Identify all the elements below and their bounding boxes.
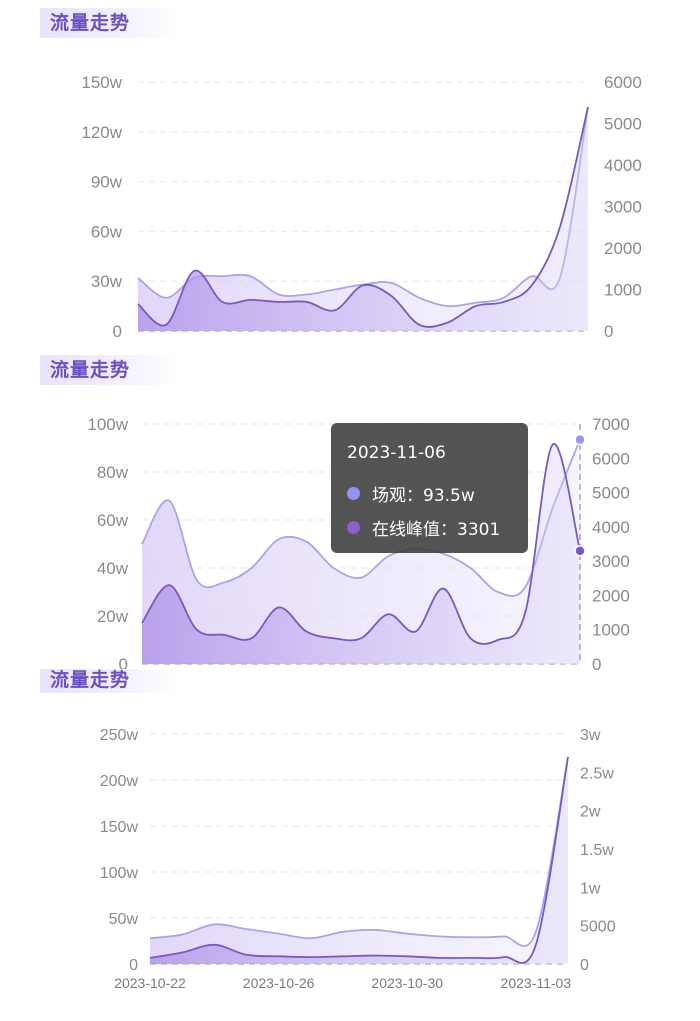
peak-area [138, 106, 588, 332]
right-tick-label: 0 [592, 655, 601, 674]
views-area [150, 757, 568, 964]
right-tick-label: 2000 [604, 239, 642, 258]
views-line [141, 439, 581, 597]
views-line [137, 106, 589, 308]
peak-line [141, 443, 581, 645]
left-tick-label: 200w [100, 773, 139, 790]
left-tick-label: 150w [81, 73, 122, 92]
right-tick-label: 2.5w [580, 765, 614, 782]
left-tick-label: 60w [91, 222, 123, 241]
right-tick-label: 0 [580, 957, 589, 974]
left-tick-label: 80w [97, 463, 129, 482]
tooltip-views-text: 场观：93.5w [372, 486, 475, 506]
right-tick-label: 7000 [592, 415, 630, 434]
chart-svg-2[interactable]: 0 20w 40w 60w 80w 100w 0 1000 2000 3000 4000 5000 60… [0, 345, 700, 675]
peak-legend-dot [347, 521, 360, 534]
chart-title: 流量走势 [40, 355, 179, 385]
right-tick-label: 1000 [604, 281, 642, 300]
left-tick-label: 20w [97, 607, 129, 626]
right-tick-label: 5000 [580, 919, 616, 936]
x-tick-label: 2023-10-30 [371, 975, 443, 991]
right-tick-label: 1.5w [580, 842, 614, 859]
chart-svg-3: 0 50w 100w 150w 200w 250w 0 5000 1w 1.5w 2w 2.5w 3w 2… [100, 727, 616, 991]
chart-svg-1: 0 30w 60w 90w 120w 150w 0 1000 2000 3000 4000 5000 6… [81, 73, 642, 341]
right-tick-label: 1w [580, 880, 601, 897]
chart-title: 流量走势 [40, 669, 179, 693]
right-tick-label: 3000 [604, 198, 642, 217]
peak-line [149, 756, 569, 964]
right-tick-label: 2w [580, 804, 601, 821]
left-tick-label: 40w [97, 559, 129, 578]
chart-tooltip: 2023-11-06 场观：93.5w 在线峰值：3301 [331, 423, 528, 553]
peak-point-marker [574, 545, 586, 557]
views-area [142, 439, 580, 664]
chart-panel-1: 流量走势 0 30w 60w 90w 120w 150w 0 1000 2000 3000 4000… [0, 0, 700, 345]
right-tick-label: 3w [580, 727, 601, 744]
left-tick-label: 100w [87, 415, 128, 434]
right-tick-label: 6000 [592, 449, 630, 468]
x-tick-label: 2023-10-22 [114, 975, 186, 991]
x-tick-label: 2023-10-26 [243, 975, 315, 991]
x-tick-label: 2023-11-03 [501, 975, 572, 991]
tooltip-row-views: 场观：93.5w [347, 481, 475, 506]
views-line [149, 756, 569, 947]
right-tick-label: 4000 [592, 518, 630, 537]
peak-area [142, 443, 580, 664]
right-tick-label: 4000 [604, 156, 642, 175]
views-point-marker [574, 433, 586, 446]
left-tick-label: 0 [129, 957, 138, 974]
chart-title: 流量走势 [40, 8, 179, 38]
tooltip-date: 2023-11-06 [347, 443, 446, 463]
left-tick-label: 30w [91, 272, 123, 291]
chart-panel-2: 流量走势 0 20w 40w 60w 80w 100w 0 1000 2000 3000 4000 5… [0, 345, 700, 675]
peak-line [137, 106, 589, 328]
right-tick-label: 0 [604, 322, 613, 341]
left-tick-label: 60w [97, 511, 129, 530]
left-tick-label: 50w [109, 911, 139, 928]
views-legend-dot [347, 487, 360, 500]
right-tick-label: 5000 [604, 115, 642, 134]
left-tick-label: 0 [113, 322, 122, 341]
tooltip-row-peak: 在线峰值：3301 [347, 515, 500, 540]
right-tick-label: 2000 [592, 586, 630, 605]
right-tick-label: 5000 [592, 484, 630, 503]
left-tick-label: 0 [119, 655, 128, 674]
tooltip-peak-text: 在线峰值：3301 [372, 520, 501, 540]
left-tick-label: 100w [100, 865, 139, 882]
left-tick-label: 120w [81, 123, 122, 142]
left-tick-label: 90w [91, 173, 123, 192]
left-tick-label: 150w [100, 819, 139, 836]
right-tick-label: 6000 [604, 73, 642, 92]
right-tick-label: 3000 [592, 552, 630, 571]
right-tick-label: 1000 [592, 621, 630, 640]
chart-panel-3: 流量走势 0 50w 100w 150w 200w 250w 0 5000 1w 1.5w 2w 2.… [0, 669, 700, 1021]
left-tick-label: 250w [100, 727, 139, 744]
